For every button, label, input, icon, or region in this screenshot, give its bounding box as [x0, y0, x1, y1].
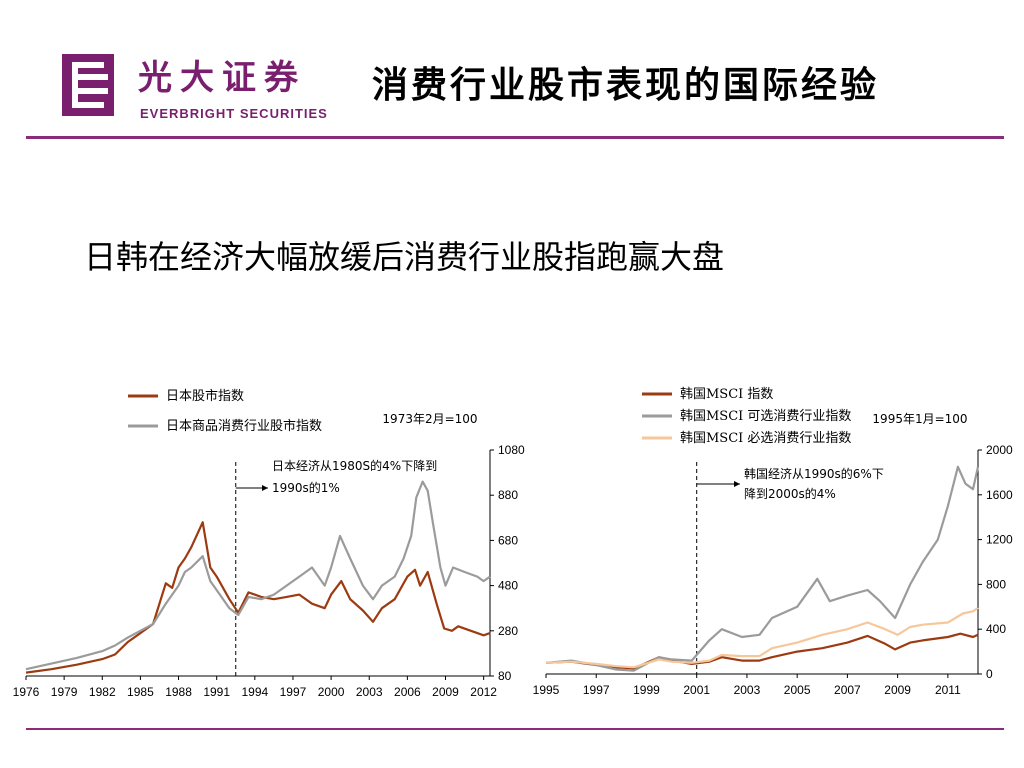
footer-divider — [26, 728, 1004, 730]
y-tick-label: 480 — [498, 579, 518, 593]
x-tick-label: 1994 — [241, 685, 268, 699]
x-tick-label: 2006 — [394, 685, 421, 699]
x-tick-label: 1997 — [583, 683, 610, 697]
x-tick-label: 1982 — [89, 685, 116, 699]
y-tick-label: 400 — [986, 622, 1006, 636]
y-tick-label: 280 — [498, 624, 518, 638]
x-tick-label: 2003 — [356, 685, 383, 699]
legend-label: 日本商品消费行业股市指数 — [166, 418, 322, 434]
x-tick-label: 1999 — [633, 683, 660, 697]
legend-label: 日本股市指数 — [166, 388, 244, 404]
x-tick-label: 1995 — [533, 683, 560, 697]
x-tick-label: 2005 — [784, 683, 811, 697]
legend-label: 韩国MSCI 指数 — [680, 387, 773, 402]
y-tick-label: 1200 — [986, 533, 1013, 547]
series-line-1 — [545, 632, 979, 670]
page-title: 消费行业股市表现的国际经验 — [372, 65, 880, 106]
legend-label: 韩国MSCI 可选消费行业指数 — [680, 409, 851, 424]
header: 光大证券 EVERBRIGHT SECURITIES 消费行业股市表现的国际经验 — [0, 0, 1024, 140]
x-tick-label: 1988 — [165, 685, 192, 699]
y-tick-label: 800 — [986, 577, 1006, 591]
x-tick-label: 1985 — [127, 685, 154, 699]
x-tick-label: 1991 — [203, 685, 230, 699]
x-tick-label: 2009 — [884, 683, 911, 697]
x-tick-label: 2007 — [834, 683, 861, 697]
base-note: 1973年2月=100 — [382, 412, 477, 426]
x-tick-label: 2012 — [470, 685, 497, 699]
y-tick-label: 80 — [498, 669, 512, 683]
x-tick-label: 2001 — [683, 683, 710, 697]
x-tick-label: 1976 — [13, 685, 40, 699]
base-note: 1995年1月=100 — [872, 412, 967, 426]
annotation-arrowhead — [734, 481, 740, 487]
header-divider — [26, 136, 1004, 139]
x-tick-label: 1979 — [51, 685, 78, 699]
x-tick-label: 2011 — [935, 683, 961, 697]
slide-subtitle: 日韩在经济大幅放缓后消费行业股指跑赢大盘 — [84, 238, 725, 276]
y-tick-label: 1080 — [498, 443, 525, 457]
japan-index-chart: 1080 880 680 480 280 80 1976 1979 1982 1985 1988 19… — [13, 388, 525, 699]
annotation-text-line2: 1990s的1% — [272, 480, 340, 495]
x-tick-label: 2003 — [734, 683, 761, 697]
y-tick-label: 680 — [498, 533, 518, 547]
everbright-logo-icon — [62, 54, 114, 116]
annotation-text-line2: 降到2000s的4% — [744, 486, 836, 501]
annotation-arrowhead — [262, 485, 268, 491]
korea-msci-chart: 2000 1600 1200 800 400 0 1995 1997 1999 2001 2003 2… — [533, 387, 1013, 697]
legend-label: 韩国MSCI 必选消费行业指数 — [680, 431, 851, 446]
x-tick-label: 2000 — [318, 685, 345, 699]
brand-name-en: EVERBRIGHT SECURITIES — [140, 106, 328, 121]
y-tick-label: 0 — [986, 667, 993, 681]
y-tick-label: 1600 — [986, 488, 1013, 502]
annotation-text-line1: 日本经济从1980S的4%下降到 — [272, 458, 437, 473]
brand-name-cn: 光大证券 — [138, 58, 306, 98]
annotation-text-line1: 韩国经济从1990s的6%下 — [744, 466, 884, 481]
series-line-3 — [545, 606, 979, 669]
y-tick-label: 880 — [498, 488, 518, 502]
x-tick-label: 2009 — [432, 685, 459, 699]
x-tick-label: 1997 — [280, 685, 307, 699]
series-line-1 — [25, 521, 491, 674]
series-line-2 — [25, 480, 491, 671]
y-tick-label: 2000 — [986, 443, 1013, 457]
